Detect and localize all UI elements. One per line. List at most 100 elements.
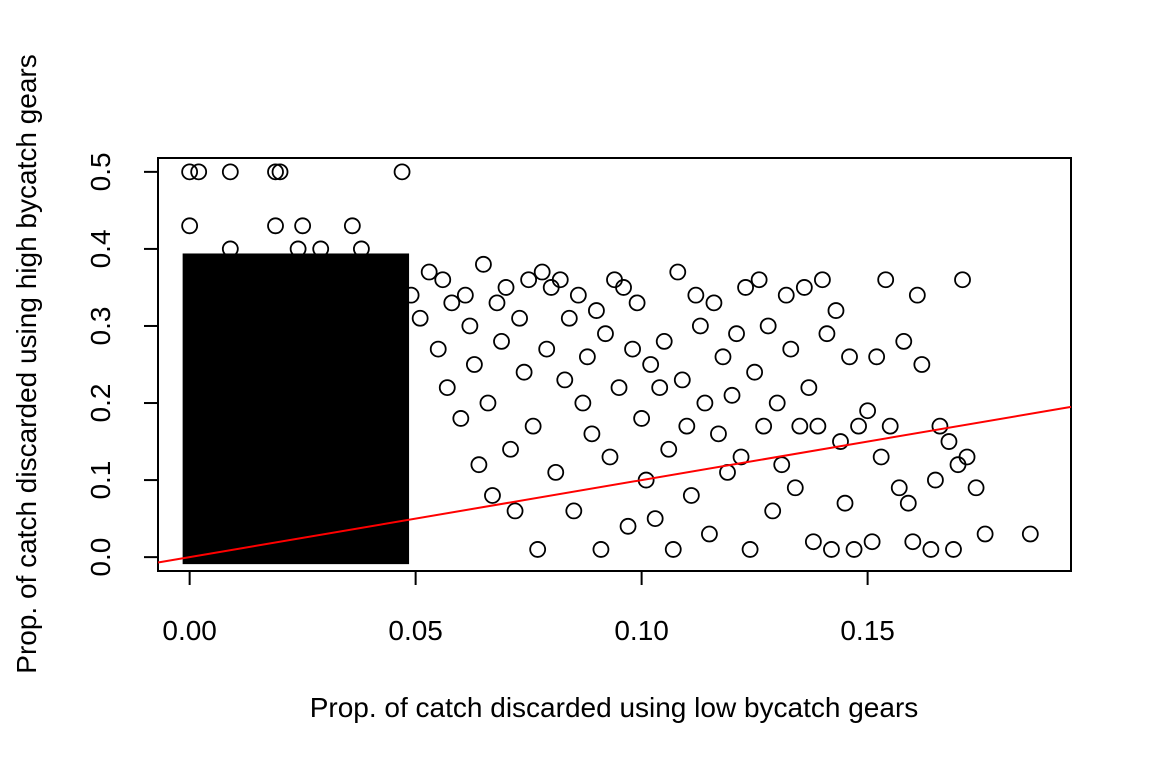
- data-point: [832, 433, 849, 450]
- data-point: [642, 356, 660, 373]
- data-point: [908, 286, 926, 304]
- data-point: [682, 487, 700, 504]
- data-point: [475, 255, 492, 273]
- data-point: [890, 479, 908, 497]
- data-point: [420, 263, 438, 281]
- data-point: [741, 541, 759, 558]
- data-point: [899, 494, 917, 512]
- data-point: [687, 286, 705, 304]
- data-point: [904, 533, 922, 551]
- data-point: [461, 317, 479, 335]
- y-tick-label: 0.5: [85, 152, 116, 191]
- data-point: [737, 279, 754, 296]
- data-point: [583, 425, 601, 443]
- data-point: [764, 502, 782, 520]
- x-tick-label: 0.00: [162, 615, 217, 646]
- data-point: [597, 325, 614, 343]
- data-point: [352, 240, 370, 258]
- data-point: [565, 502, 583, 520]
- data-point: [312, 240, 330, 258]
- data-point: [479, 394, 497, 412]
- data-point: [850, 417, 867, 435]
- x-tick-label: 0.15: [840, 615, 895, 646]
- data-point: [655, 332, 673, 350]
- data-point: [443, 294, 461, 312]
- data-point: [809, 417, 827, 435]
- data-point: [434, 271, 452, 289]
- data-point: [452, 410, 470, 427]
- data-point: [547, 463, 565, 481]
- data-point: [710, 425, 727, 443]
- data-point: [221, 163, 239, 181]
- data-point: [592, 541, 610, 558]
- data-point: [606, 271, 623, 289]
- data-point: [289, 240, 307, 258]
- data-point: [841, 348, 858, 366]
- data-point: [646, 510, 664, 528]
- data-point: [221, 240, 239, 258]
- data-point: [267, 217, 284, 235]
- data-point: [967, 479, 985, 497]
- data-point: [859, 402, 877, 420]
- data-point: [624, 340, 641, 358]
- data-point: [877, 271, 895, 289]
- data-point: [881, 417, 899, 435]
- data-point: [836, 494, 854, 512]
- data-point: [651, 379, 669, 397]
- data-point: [768, 394, 786, 412]
- data-point: [954, 271, 971, 289]
- data-point: [633, 410, 651, 427]
- dense-point-region: [182, 253, 410, 565]
- data-point: [922, 541, 940, 558]
- data-point: [574, 394, 592, 412]
- data-point: [502, 440, 519, 458]
- data-point: [271, 163, 289, 181]
- trend-line: [157, 405, 1072, 564]
- data-point: [181, 217, 199, 235]
- y-axis: 0.0 0.1 0.2 0.3 0.4 0.5: [85, 152, 159, 577]
- data-point: [619, 517, 637, 535]
- data-point: [913, 356, 931, 373]
- data-point: [628, 294, 646, 312]
- data-point: [678, 417, 696, 435]
- y-tick-label: 0.1: [85, 461, 116, 500]
- data-point: [777, 286, 795, 304]
- data-point: [556, 371, 574, 389]
- data-point: [542, 279, 560, 296]
- data-point: [755, 417, 773, 435]
- data-point: [538, 340, 556, 358]
- data-point: [759, 317, 777, 335]
- data-point: [533, 263, 551, 281]
- data-point: [773, 456, 791, 474]
- data-point: [511, 309, 528, 327]
- data-point: [402, 286, 420, 304]
- data-point: [945, 541, 962, 558]
- data-point: [868, 348, 886, 366]
- data-point: [488, 294, 506, 312]
- data-point: [664, 541, 682, 558]
- x-axis-label: Prop. of catch discarded using low bycat…: [310, 692, 919, 723]
- data-point: [1021, 525, 1039, 543]
- data-point: [701, 525, 718, 543]
- data-point: [610, 379, 628, 397]
- data-point: [578, 348, 596, 366]
- data-point: [673, 371, 691, 389]
- data-point: [456, 286, 474, 304]
- data-point: [515, 363, 533, 381]
- data-point: [190, 163, 208, 181]
- data-point: [786, 479, 804, 497]
- data-point: [660, 440, 678, 458]
- y-tick-label: 0.4: [85, 229, 116, 268]
- data-point: [728, 325, 745, 343]
- data-point: [723, 386, 741, 404]
- data-point: [746, 363, 764, 381]
- data-point: [551, 271, 569, 289]
- data-point: [560, 309, 578, 327]
- data-point: [411, 309, 429, 327]
- x-tick-label: 0.05: [388, 615, 443, 646]
- data-point: [588, 302, 605, 319]
- data-point: [705, 294, 723, 312]
- data-point: [795, 279, 813, 296]
- data-point: [818, 325, 836, 343]
